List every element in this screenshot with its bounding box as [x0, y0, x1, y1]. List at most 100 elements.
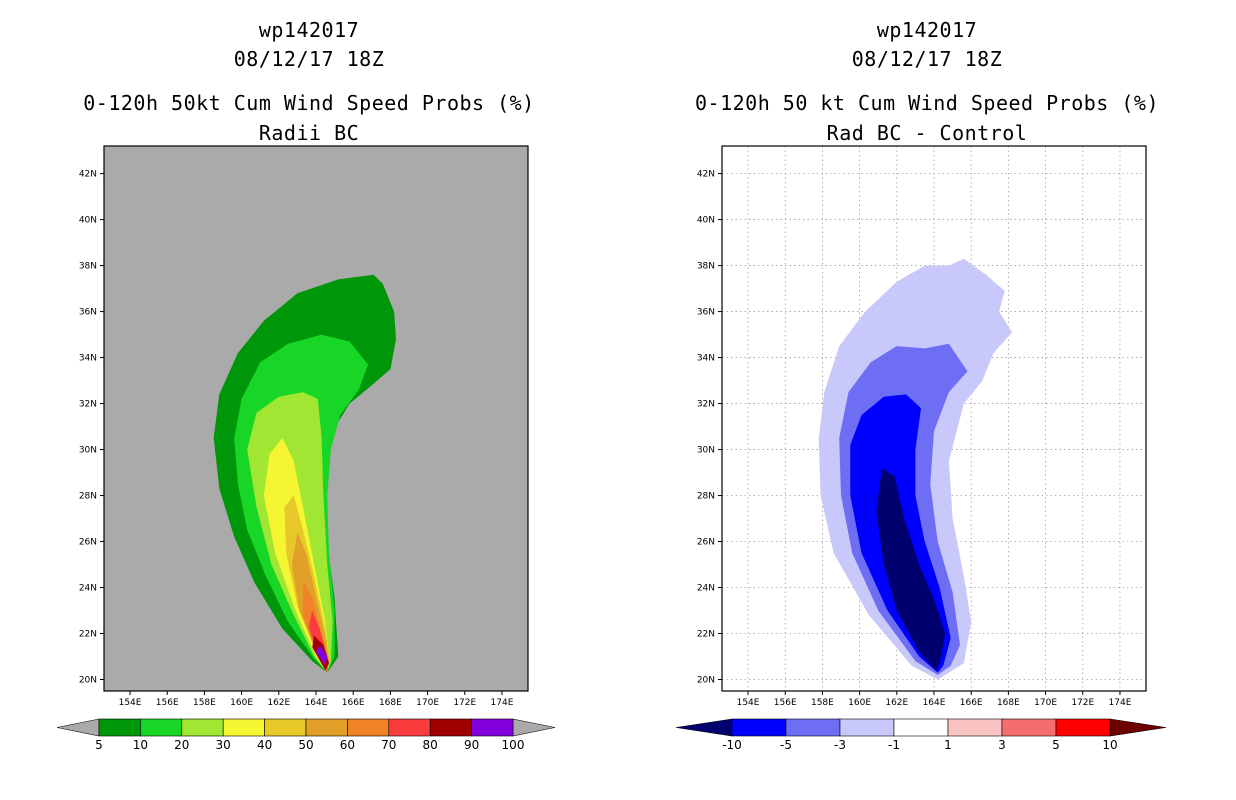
right-x-tick-label: 172E — [1071, 698, 1094, 708]
right-y-tick-label: 24N — [697, 584, 715, 594]
right-colorbar-swatch — [785, 718, 841, 737]
right-x-tick-label: 174E — [1109, 698, 1132, 708]
left-x-tick-label: 158E — [193, 698, 216, 708]
left-colorbar-label: 50 — [298, 738, 313, 752]
right-x-tick-label: 156E — [774, 698, 797, 708]
right-x-tick-label: 164E — [923, 698, 946, 708]
left-y-tick-label: 24N — [79, 584, 97, 594]
left-y-tick-label: 40N — [79, 216, 97, 226]
left-colorbar-label: 10 — [133, 738, 148, 752]
right-y-tick-label: 28N — [697, 492, 715, 502]
right-map-plot: 154E 156E 158E 160E 162E 164E 166E 168E 170E 172E… — [675, 145, 1167, 752]
left-y-tick-label: 20N — [79, 676, 97, 686]
left-colorbar-swatch — [264, 718, 307, 737]
right-colorbar-label: -10 — [722, 738, 742, 752]
right-contour-level-neg10 — [876, 467, 946, 671]
right-y-tick-label: 42N — [697, 170, 715, 180]
right-y-tick-label: 38N — [697, 262, 715, 272]
left-colorbar-swatch — [347, 718, 390, 737]
left-colorbar-label: 20 — [174, 738, 189, 752]
left-y-tick-label: 34N — [79, 354, 97, 364]
left-title-storm-id: wp142017 — [258, 18, 360, 42]
left-colorbar-swatch — [305, 718, 348, 737]
left-colorbar-label: 100 — [502, 738, 525, 752]
right-chart-panel: wp142017 08/12/17 18Z 0-120h 50 kt Cum W… — [618, 0, 1236, 800]
right-title-product: 0-120h 50 kt Cum Wind Speed Probs (%) — [694, 91, 1160, 115]
right-colorbar: -10 -5 -3 -1 1 3 5 10 — [675, 718, 1167, 752]
right-colorbar-label: 5 — [1052, 738, 1060, 752]
left-colorbar-swatch — [471, 718, 514, 737]
left-colorbar-label: 30 — [216, 738, 231, 752]
right-y-tick-label: 22N — [697, 630, 715, 640]
left-x-tick-label: 168E — [379, 698, 402, 708]
right-colorbar-label: -1 — [888, 738, 900, 752]
right-contours — [818, 258, 1013, 680]
left-contours — [213, 274, 396, 673]
left-colorbar-label: 90 — [464, 738, 479, 752]
right-title-date: 08/12/17 18Z — [851, 47, 1003, 71]
left-colorbar: 5 10 20 30 40 50 60 70 80 90 100 — [56, 718, 556, 752]
left-colorbar-swatch — [181, 718, 224, 737]
right-colorbar-swatch — [893, 718, 949, 737]
right-x-tick-label: 170E — [1034, 698, 1057, 708]
left-x-tick-label: 164E — [305, 698, 328, 708]
left-x-tick-label: 170E — [416, 698, 439, 708]
right-y-tick-label: 32N — [697, 400, 715, 410]
left-title-date: 08/12/17 18Z — [233, 47, 385, 71]
right-y-tick-label: 30N — [697, 446, 715, 456]
right-x-tick-label: 162E — [885, 698, 908, 708]
right-x-tick-label: 166E — [960, 698, 983, 708]
right-colorbar-over-triangle — [1109, 718, 1167, 737]
right-y-tick-label: 36N — [697, 308, 715, 318]
right-colorbar-label: 10 — [1102, 738, 1117, 752]
left-x-tick-label: 156E — [156, 698, 179, 708]
right-colorbar-swatch — [731, 718, 787, 737]
left-colorbar-swatch — [140, 718, 183, 737]
right-x-tick-label: 154E — [737, 698, 760, 708]
right-x-tick-label: 158E — [811, 698, 834, 708]
right-x-tick-label: 160E — [848, 698, 871, 708]
left-colorbar-swatch — [388, 718, 431, 737]
left-title-subtitle: Radii BC — [258, 121, 360, 145]
right-colorbar-swatch — [839, 718, 895, 737]
left-colorbar-swatch — [98, 718, 141, 737]
left-colorbar-label: 60 — [340, 738, 355, 752]
left-colorbar-label: 5 — [95, 738, 103, 752]
left-y-tick-label: 30N — [79, 446, 97, 456]
left-y-tick-label: 28N — [79, 492, 97, 502]
left-y-tick-label: 42N — [79, 170, 97, 180]
right-colorbar-label: 3 — [998, 738, 1006, 752]
right-colorbar-swatch — [947, 718, 1003, 737]
left-map-plot: 154E 156E 158E 160E 162E 164E 166E 168E 170E 172E… — [56, 145, 556, 752]
right-colorbar-label: 1 — [944, 738, 952, 752]
right-y-tick-label: 20N — [697, 676, 715, 686]
left-y-tick-label: 32N — [79, 400, 97, 410]
left-contour-level-90 — [316, 645, 328, 666]
right-colorbar-under-triangle — [675, 718, 733, 737]
right-y-tick-label: 34N — [697, 354, 715, 364]
left-title-product: 0-120h 50kt Cum Wind Speed Probs (%) — [83, 91, 535, 115]
right-x-tick-label: 168E — [997, 698, 1020, 708]
left-x-tick-label: 174E — [491, 698, 514, 708]
left-colorbar-swatch — [222, 718, 265, 737]
left-x-tick-label: 166E — [342, 698, 365, 708]
right-colorbar-label: -5 — [780, 738, 792, 752]
left-x-tick-label: 172E — [453, 698, 476, 708]
left-colorbar-under-triangle — [56, 718, 100, 737]
left-colorbar-label: 40 — [257, 738, 272, 752]
left-x-tick-label: 162E — [267, 698, 290, 708]
left-x-tick-label: 160E — [230, 698, 253, 708]
right-colorbar-label: -3 — [834, 738, 846, 752]
right-colorbar-swatch — [1055, 718, 1111, 737]
right-colorbar-swatch — [1001, 718, 1057, 737]
left-colorbar-swatch — [429, 718, 472, 737]
left-y-tick-label: 36N — [79, 308, 97, 318]
right-title-subtitle: Rad BC - Control — [826, 121, 1028, 145]
left-colorbar-over-triangle — [512, 718, 556, 737]
left-chart-panel: wp142017 08/12/17 18Z 0-120h 50kt Cum Wi… — [56, 18, 556, 752]
right-y-tick-label: 40N — [697, 216, 715, 226]
left-colorbar-label: 80 — [423, 738, 438, 752]
right-title-storm-id: wp142017 — [876, 18, 978, 42]
left-y-tick-label: 22N — [79, 630, 97, 640]
right-y-tick-label: 26N — [697, 538, 715, 548]
